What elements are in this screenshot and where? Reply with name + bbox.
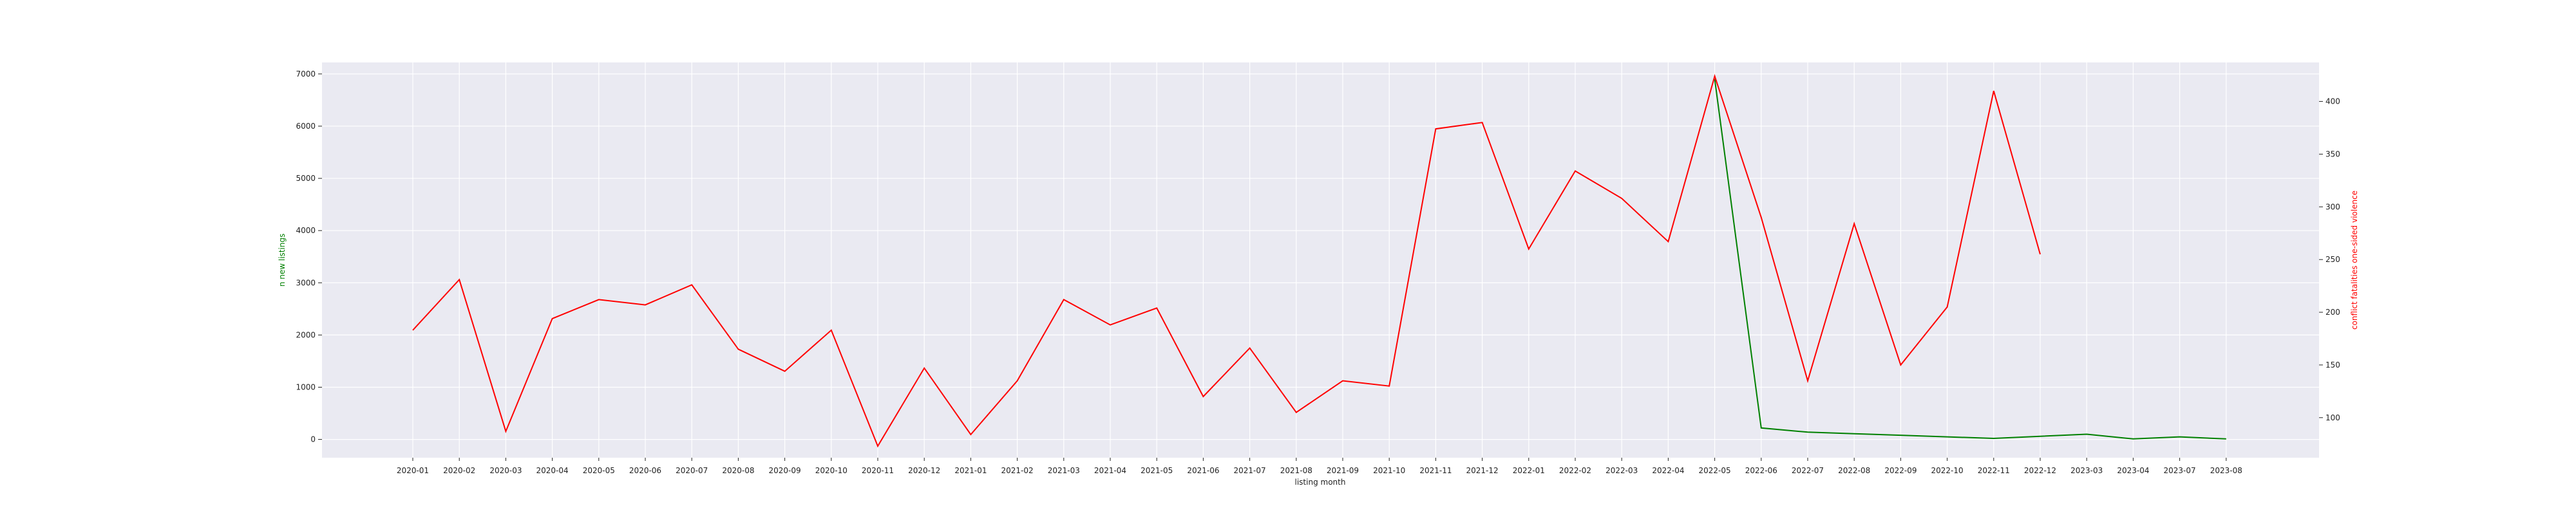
left-y-axis-ticks: 0 1000 2000 3000 4000 5000 6000 7000 — [296, 70, 322, 444]
x-tick-label: 2022-03 — [1605, 466, 1638, 475]
right-y-tick-label: 250 — [2325, 255, 2340, 264]
right-y-tick-label: 300 — [2325, 202, 2340, 211]
left-y-tick-label: 0 — [310, 435, 316, 444]
x-tick-label: 2020-12 — [908, 466, 940, 475]
x-tick-label: 2021-06 — [1187, 466, 1219, 475]
right-y-tick-label: 100 — [2325, 413, 2340, 422]
x-tick-label: 2020-06 — [629, 466, 661, 475]
left-y-tick-label: 5000 — [296, 174, 316, 183]
x-tick-label: 2021-10 — [1373, 466, 1405, 475]
left-y-tick-label: 2000 — [296, 330, 316, 339]
plot-background — [322, 62, 2319, 458]
x-tick-label: 2022-07 — [1792, 466, 1824, 475]
right-y-tick-label: 350 — [2325, 149, 2340, 158]
series-layer — [412, 73, 2226, 448]
right-y-tick-label: 200 — [2325, 308, 2340, 317]
x-axis-ticks: 2020-01 2020-02 2020-03 2020-04 2020-05 2020-… — [397, 458, 2242, 475]
x-tick-label: 2023-04 — [2117, 466, 2149, 475]
left-y-tick-label: 3000 — [296, 278, 316, 287]
x-tick-label: 2020-04 — [536, 466, 569, 475]
x-tick-label: 2021-07 — [1234, 466, 1266, 475]
x-tick-label: 2021-04 — [1094, 466, 1126, 475]
x-tick-label: 2021-08 — [1280, 466, 1312, 475]
x-tick-label: 2022-10 — [1931, 466, 1964, 475]
x-tick-label: 2021-12 — [1466, 466, 1499, 475]
left-y-tick-label: 1000 — [296, 383, 316, 392]
x-tick-label: 2022-02 — [1559, 466, 1591, 475]
x-tick-label: 2022-05 — [1699, 466, 1731, 475]
x-tick-label: 2021-11 — [1419, 466, 1452, 475]
x-tick-label: 2021-05 — [1141, 466, 1173, 475]
x-tick-label: 2022-12 — [2024, 466, 2056, 475]
x-tick-label: 2022-01 — [1513, 466, 1545, 475]
x-tick-label: 2021-01 — [954, 466, 987, 475]
x-tick-label: 2020-07 — [676, 466, 708, 475]
x-tick-label: 2023-08 — [2210, 466, 2242, 475]
left-y-tick-label: 7000 — [296, 70, 316, 79]
x-tick-label: 2022-06 — [1745, 466, 1777, 475]
x-tick-label: 2022-04 — [1652, 466, 1684, 475]
x-tick-label: 2020-08 — [722, 466, 754, 475]
x-axis-label: listing month — [1295, 478, 1346, 487]
left-y-tick-label: 4000 — [296, 226, 316, 235]
x-tick-label: 2022-11 — [1978, 466, 2010, 475]
x-tick-label: 2023-07 — [2164, 466, 2196, 475]
x-tick-label: 2021-03 — [1048, 466, 1080, 475]
left-y-tick-label: 6000 — [296, 122, 316, 131]
left-y-axis-label: n new listings — [278, 234, 287, 286]
x-tick-label: 2022-09 — [1884, 466, 1917, 475]
series-line-new-listings — [1714, 79, 2226, 440]
x-tick-label: 2020-10 — [815, 466, 848, 475]
series-line-conflict-fatalities — [412, 73, 2041, 448]
x-tick-label: 2020-02 — [443, 466, 475, 475]
x-tick-label: 2022-08 — [1838, 466, 1870, 475]
right-y-tick-label: 150 — [2325, 360, 2340, 370]
x-tick-label: 2020-09 — [769, 466, 801, 475]
x-tick-label: 2021-02 — [1001, 466, 1034, 475]
x-tick-label: 2020-03 — [489, 466, 522, 475]
x-tick-label: 2023-03 — [2070, 466, 2103, 475]
x-tick-label: 2020-11 — [862, 466, 894, 475]
right-y-axis-label: conflict fatalities one-sided violence — [2350, 191, 2359, 330]
x-tick-label: 2021-09 — [1327, 466, 1359, 475]
right-y-axis-ticks: 100 150 200 250 300 350 400 — [2319, 97, 2340, 422]
right-y-tick-label: 400 — [2325, 97, 2340, 106]
x-tick-label: 2020-05 — [583, 466, 615, 475]
x-tick-label: 2020-01 — [397, 466, 429, 475]
